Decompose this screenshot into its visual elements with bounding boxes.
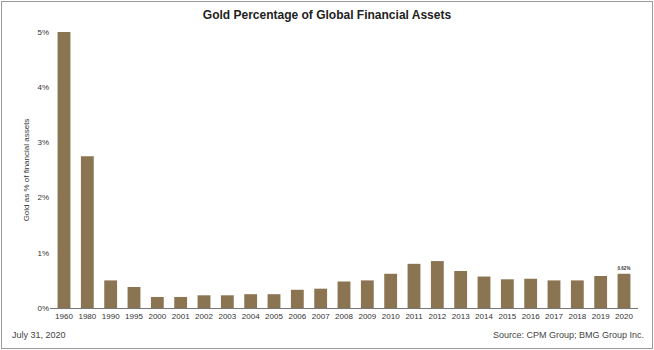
svg-text:2019: 2019 xyxy=(592,312,610,321)
svg-text:4%: 4% xyxy=(37,83,49,92)
svg-text:2015: 2015 xyxy=(498,312,516,321)
svg-text:2001: 2001 xyxy=(172,312,190,321)
svg-text:2009: 2009 xyxy=(358,312,376,321)
svg-text:1995: 1995 xyxy=(125,312,143,321)
svg-text:2000: 2000 xyxy=(148,312,166,321)
svg-text:Gold Percentage of Global Fina: Gold Percentage of Global Financial Asse… xyxy=(203,8,452,22)
svg-text:1%: 1% xyxy=(37,249,49,258)
svg-text:1980: 1980 xyxy=(78,312,96,321)
svg-text:2%: 2% xyxy=(37,193,49,202)
svg-text:2018: 2018 xyxy=(568,312,586,321)
svg-text:2002: 2002 xyxy=(195,312,213,321)
svg-text:3%: 3% xyxy=(37,138,49,147)
svg-text:July 31, 2020: July 31, 2020 xyxy=(12,330,66,340)
svg-text:2020: 2020 xyxy=(615,312,633,321)
svg-text:2003: 2003 xyxy=(218,312,236,321)
svg-text:2013: 2013 xyxy=(452,312,470,321)
svg-text:Gold as % of financial assets: Gold as % of financial assets xyxy=(22,119,31,222)
svg-text:0%: 0% xyxy=(37,304,49,313)
svg-text:2011: 2011 xyxy=(405,312,423,321)
svg-text:2007: 2007 xyxy=(312,312,330,321)
svg-text:1960: 1960 xyxy=(55,312,73,321)
svg-text:2008: 2008 xyxy=(335,312,353,321)
svg-text:2010: 2010 xyxy=(382,312,400,321)
svg-text:Source: CPM Group; BMG Group I: Source: CPM Group; BMG Group Inc. xyxy=(493,330,644,340)
svg-text:2004: 2004 xyxy=(242,312,260,321)
svg-text:1990: 1990 xyxy=(102,312,120,321)
svg-text:2016: 2016 xyxy=(522,312,540,321)
svg-text:0.62%: 0.62% xyxy=(618,266,631,271)
svg-text:2005: 2005 xyxy=(265,312,283,321)
svg-text:2006: 2006 xyxy=(288,312,306,321)
svg-text:2017: 2017 xyxy=(545,312,563,321)
svg-text:2012: 2012 xyxy=(428,312,446,321)
svg-text:2014: 2014 xyxy=(475,312,493,321)
svg-text:5%: 5% xyxy=(37,28,49,37)
